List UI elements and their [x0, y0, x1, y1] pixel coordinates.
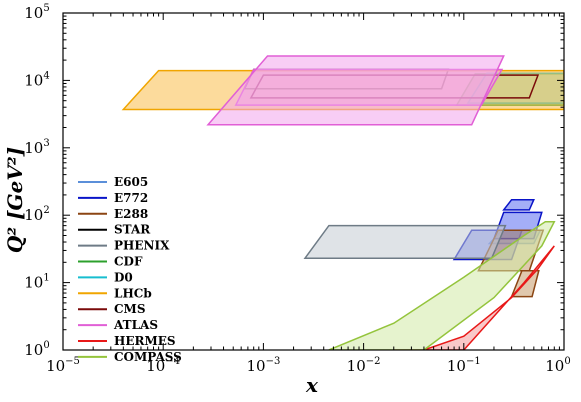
legend-label-d0: D0 — [114, 270, 133, 284]
y-tick-label: 105 — [24, 3, 49, 22]
legend-label-lhcb: LHCb — [114, 286, 152, 300]
region-phenix-1 — [303, 224, 507, 259]
axes-layer — [62, 12, 565, 351]
legend-label-e605: E605 — [114, 175, 148, 189]
region-atlas-2 — [206, 55, 505, 126]
region-hermes-1 — [393, 245, 555, 350]
x-axis-label: x — [305, 373, 319, 397]
y-tick-label: 101 — [24, 273, 49, 292]
y-tick-label: 104 — [24, 70, 49, 89]
legend-label-cdf: CDF — [114, 255, 143, 269]
x-tick-label: 100 — [545, 356, 570, 375]
legend-label-e772: E772 — [114, 191, 148, 205]
legend-label-cms: CMS — [114, 302, 146, 316]
y-axis-label: Q² [GeV²] — [3, 147, 27, 253]
x-tick-label: 10−2 — [347, 356, 381, 375]
x-tick-label: 10−3 — [246, 356, 280, 375]
y-tick-label: 100 — [24, 340, 49, 359]
legend-label-atlas: ATLAS — [113, 318, 158, 332]
legend-label-e288: E288 — [114, 207, 148, 221]
region-e772-3 — [502, 198, 535, 211]
region-compass-1 — [328, 220, 556, 350]
legend-label-compass: COMPASS — [114, 350, 182, 364]
legend-label-star: STAR — [114, 223, 151, 237]
regions-layer — [121, 55, 564, 350]
tick-labels: 10−5 10−4 10−3 10−2 10−1 100 100 101 102 103 104 10… — [24, 3, 570, 375]
legend-label-hermes: HERMES — [114, 334, 176, 348]
x-tick-label: 10−1 — [447, 356, 481, 375]
legend-label-phenix: PHENIX — [114, 239, 170, 253]
plot-frame — [62, 12, 565, 351]
y-tick-label: 103 — [24, 138, 49, 157]
x-tick-label: 10−5 — [46, 356, 80, 375]
y-tick-label: 102 — [24, 205, 49, 224]
x-tick-label: 10−4 — [146, 356, 180, 375]
